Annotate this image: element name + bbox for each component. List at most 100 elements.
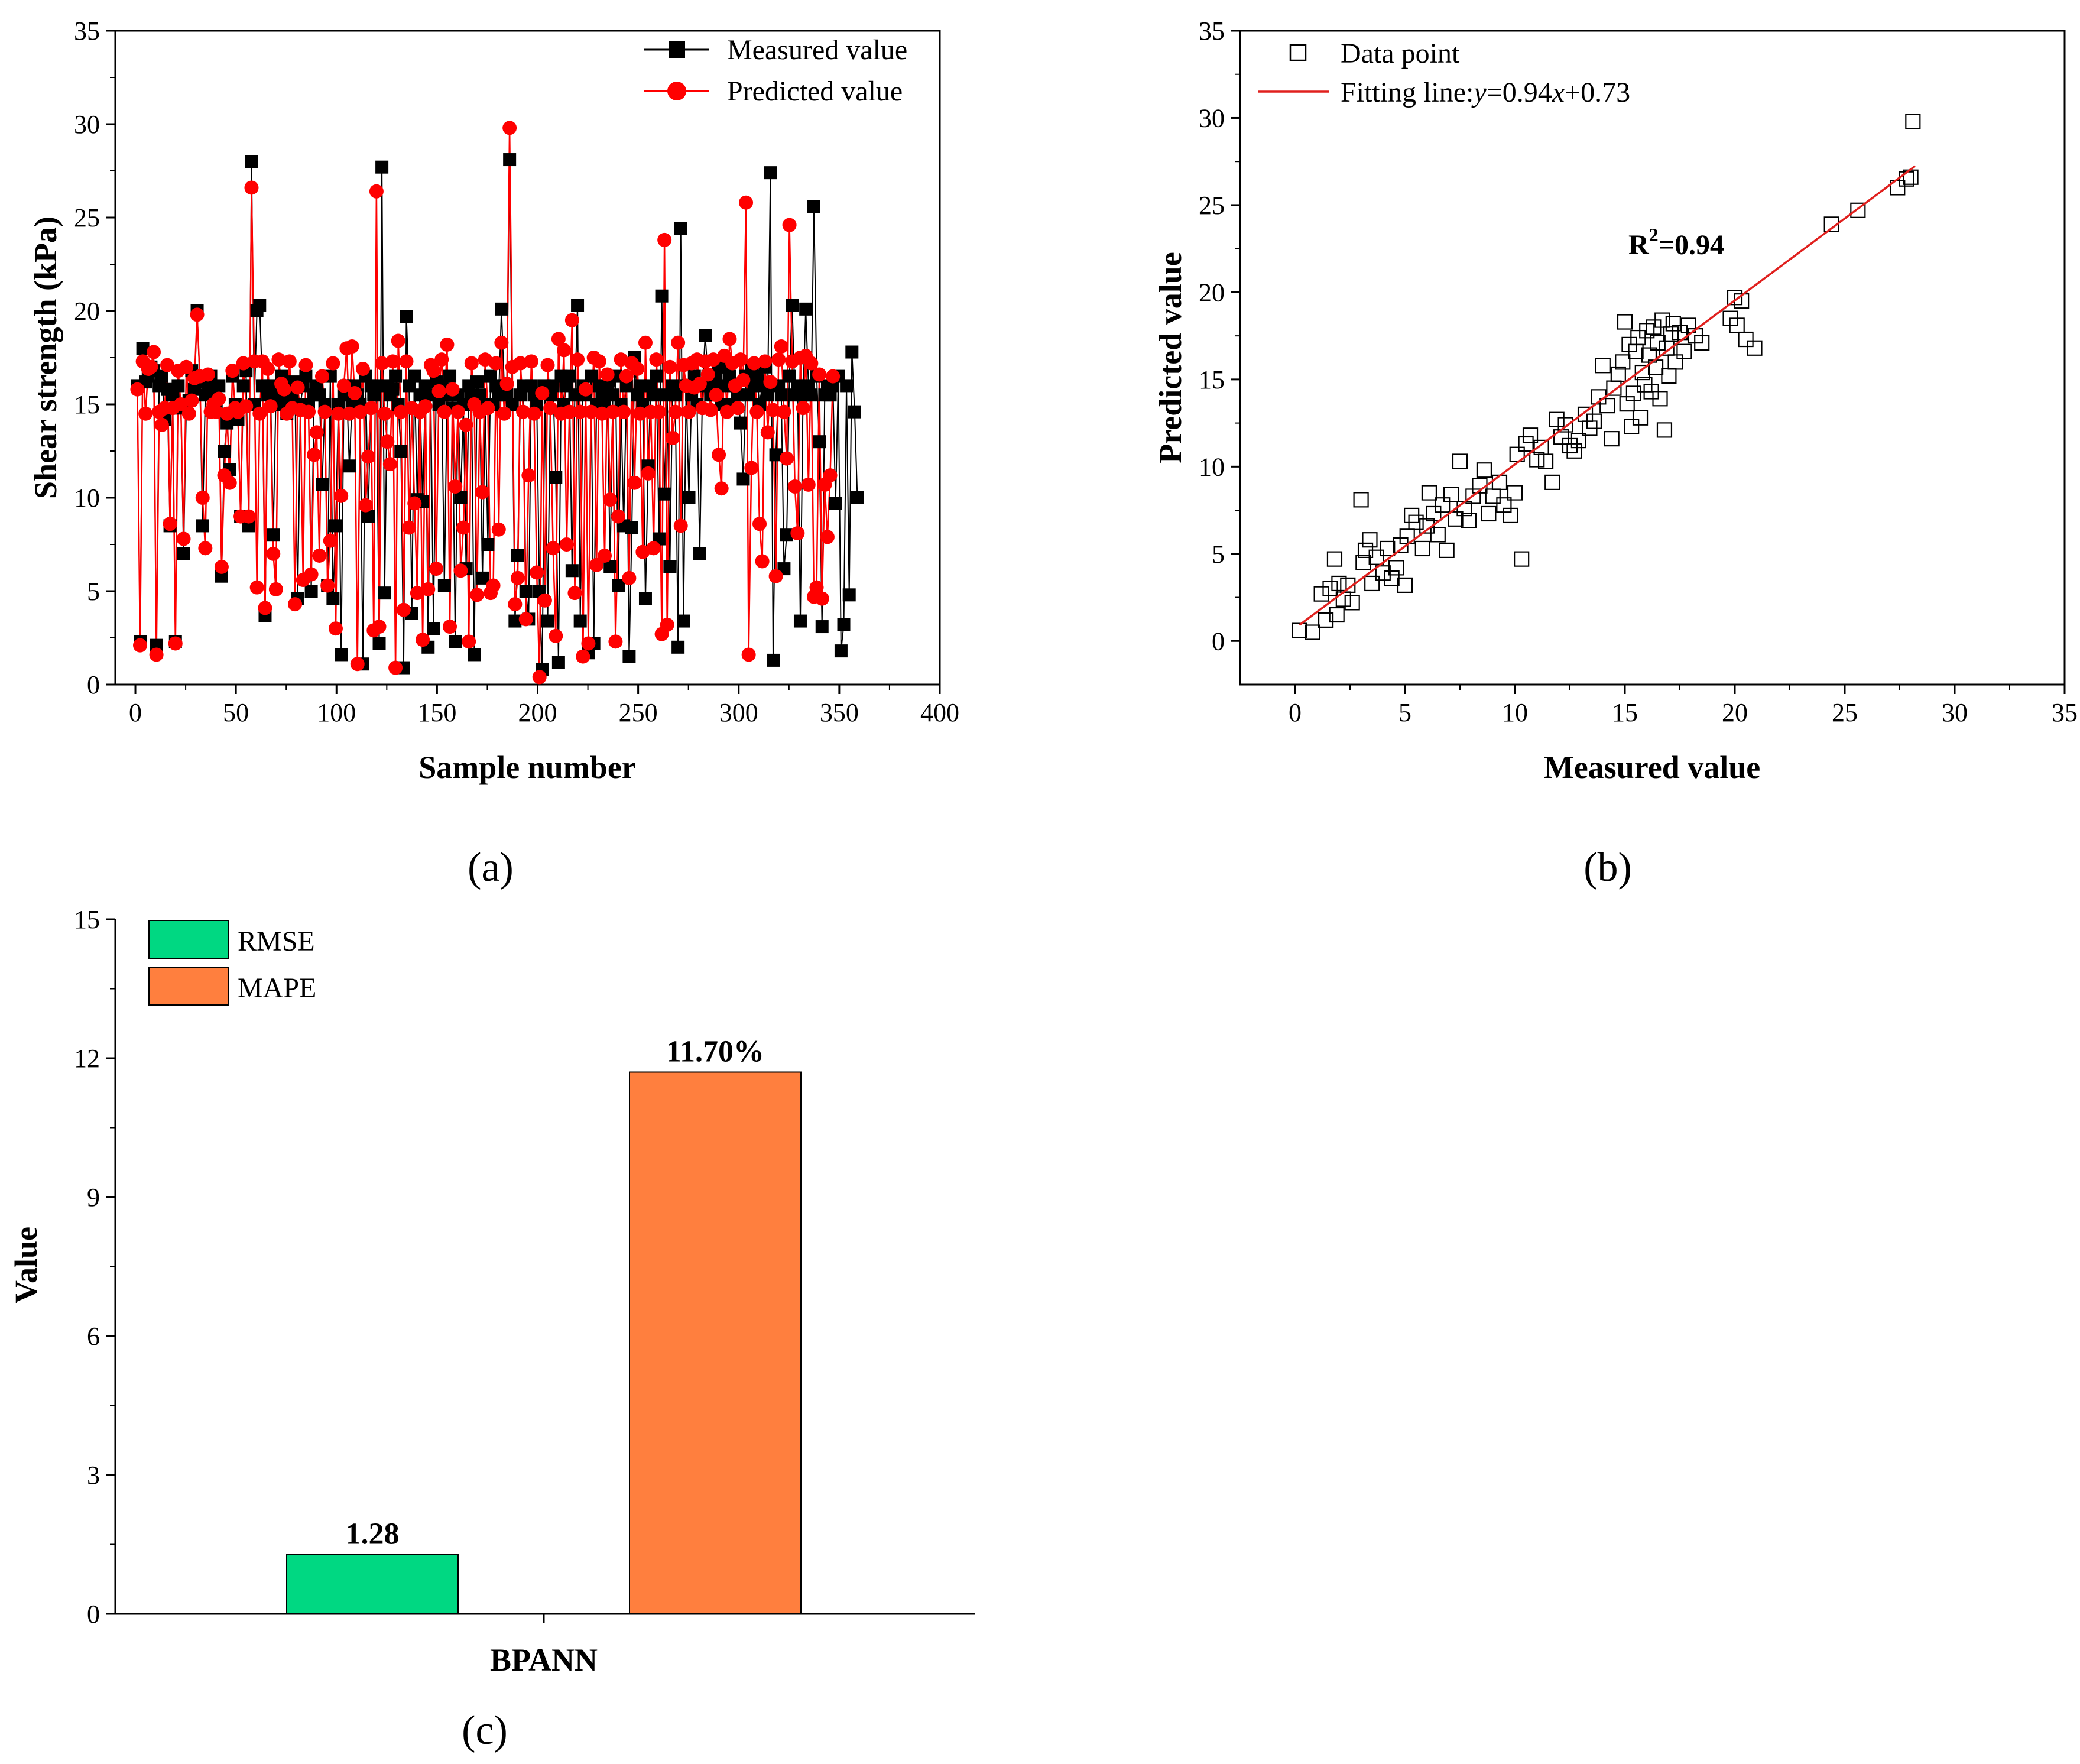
scatter-data-point [1586,413,1602,429]
scatter-data-point [1610,366,1626,382]
measured-point [519,585,533,598]
scatter-data-point [1656,422,1673,438]
predicted-point [600,367,615,382]
scatter-data-point [1667,354,1683,370]
predicted-point [163,517,177,531]
measured-point [299,369,313,383]
predicted-point [350,657,365,672]
predicted-point [722,332,737,346]
scatter-data-point [1355,555,1371,570]
panel-b-axes: 0 5 10 15 20 25 30 35 0 5 10 15 20 25 30 35 [1199,17,2078,727]
scatter-data-point [1537,453,1554,469]
measured-point [699,329,712,342]
predicted-point [665,430,680,445]
measured-point [650,369,663,383]
measured-point [674,222,687,235]
panel-b-y-tick-label: 20 [1199,278,1225,307]
panel-b-y-axis-title: Predicted value [1153,252,1188,463]
measured-point [267,528,280,542]
scatter-data-point [1890,180,1906,196]
scatter-data-point [1529,452,1545,468]
measured-point [693,547,706,560]
measured-point [813,435,826,449]
panel-a-markers [130,121,864,685]
predicted-point [190,307,205,322]
panel-b-plot-frame [1239,30,2066,686]
measured-point [454,491,468,504]
predicted-point [820,530,835,544]
scatter-data-point [1676,343,1692,359]
scatter-data-point [1318,612,1334,628]
scatter-data-point [1421,485,1437,501]
predicted-point [703,403,718,417]
scatter-data-point [1443,487,1459,502]
scatter-data-point [1322,581,1338,596]
predicted-point [706,352,721,367]
predicted-point [581,636,596,651]
predicted-point [573,404,588,419]
panel-a-label: (a) [468,845,514,890]
measured-point [329,519,342,533]
scatter-data-point [1503,507,1518,524]
predicted-point [209,404,223,419]
panel-b-y-tick-label: 5 [1212,540,1225,569]
scatter-data-point [1634,364,1650,381]
predicted-point [768,569,783,583]
predicted-point [823,468,838,483]
predicted-point [317,404,332,419]
predicted-point [380,434,395,449]
panel-c-legend: RMSE MAPE [148,920,316,1006]
measured-point [427,622,440,635]
predicted-point [258,601,272,615]
panel-a-x-tick-label: 350 [820,698,859,727]
panel-c-y-tick-label: 9 [87,1183,100,1212]
scatter-data-point [1850,202,1866,218]
predicted-point [804,356,819,371]
measured-point [563,369,576,383]
scatter-data-point [1340,577,1356,593]
predicted-point [649,352,664,367]
predicted-point [513,356,528,371]
predicted-point [445,382,460,397]
predicted-point [462,634,476,649]
measured-point [658,487,671,501]
predicted-point [195,491,210,505]
measured-point [342,459,356,473]
predicted-point [524,354,538,369]
measured-point [845,345,859,359]
predicted-point [277,382,291,397]
predicted-point [416,633,430,647]
panel-a-line-chart: 0 50 100 150 200 250 300 350 400 0 5 10 15 20 25 30 35 M… [28,17,959,890]
scatter-data-point [1430,527,1446,543]
measured-point [386,382,400,396]
scatter-data-point [1632,410,1649,426]
measured-point [851,491,864,504]
predicted-point [712,448,726,462]
predicted-point [307,448,322,462]
measured-point [136,342,150,355]
measured-point [669,388,682,402]
predicted-point [410,586,424,601]
panel-a-y-axis-title: Shear strength (kPa) [28,216,63,499]
predicted-point [385,354,400,369]
measured-point [603,560,617,573]
scatter-data-point [1448,511,1464,527]
measured-point [378,586,391,600]
measured-point [837,618,851,631]
scatter-data-point [1397,577,1413,593]
predicted-point [657,232,672,247]
predicted-point [714,481,729,496]
predicted-point [407,496,422,511]
predicted-point [616,404,631,419]
scatter-data-point [1292,622,1307,638]
predicted-point [450,404,465,419]
panel-b-x-tick-label: 20 [1722,698,1748,727]
bar-mape [629,1071,802,1614]
scatter-data-point [1694,335,1710,351]
panel-a-x-axis-title: Sample number [418,750,636,785]
panel-c-y-tick-label: 6 [87,1322,100,1351]
predicted-point [758,354,773,369]
measured-point [155,369,168,383]
bar-rmse-data-label: 1.28 [346,1517,400,1551]
predicted-point [766,403,781,417]
